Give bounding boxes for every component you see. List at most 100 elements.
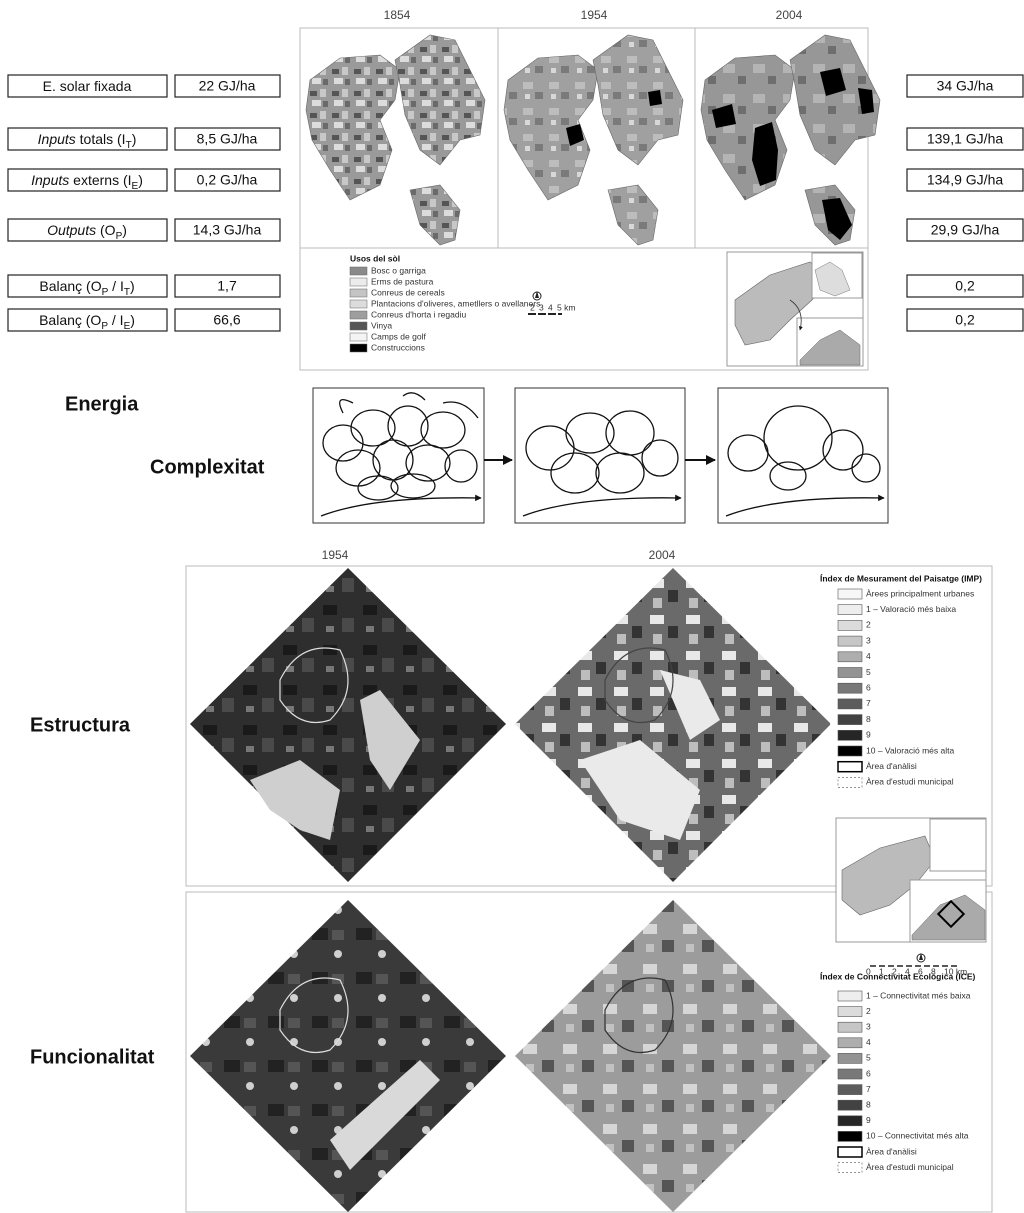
scale-label: 4 (548, 302, 553, 312)
label-part: (O (96, 222, 116, 238)
value-box (174, 274, 281, 298)
legend-swatch (837, 1006, 863, 1017)
label-part: E (124, 321, 131, 332)
label-part: / I (108, 278, 124, 294)
year-label: 1954 (322, 548, 349, 562)
legend-swatch (837, 1115, 863, 1127)
value-box (906, 168, 1024, 192)
legend-label: Vinya (371, 320, 392, 330)
legend-swatch (837, 635, 863, 647)
scale-label: 3 (539, 302, 544, 312)
complexity-diagrams (312, 387, 889, 524)
function-maps (190, 900, 831, 1212)
legend-swatch (837, 620, 863, 631)
value-box (174, 127, 281, 151)
label-box (7, 308, 168, 332)
legend-label: Construccions (371, 342, 425, 352)
legend-swatch (349, 310, 368, 320)
legend-swatch (349, 299, 368, 309)
legend-label: 1 – Connectivitat més baixa (866, 990, 971, 1000)
legend-label: 2 (866, 1006, 871, 1016)
value-1854: 1,7 (217, 278, 237, 294)
legend-label: 3 (866, 1021, 871, 1031)
value-box (906, 218, 1024, 242)
label-part: Outputs (47, 222, 96, 238)
legend-swatch (837, 667, 863, 678)
legend-swatch (837, 990, 863, 1002)
row-label: Balanç (OP / IT) (39, 278, 134, 298)
value-box (906, 274, 1024, 298)
label-part: E. solar fixada (43, 78, 132, 94)
legend-label: 5 (866, 667, 871, 677)
value-2004: 134,9 GJ/ha (927, 172, 1003, 188)
row-label: Funcionalitat (30, 1046, 155, 1068)
legend-swatch (349, 288, 368, 298)
row-label: E. solar fixada (43, 78, 132, 94)
label-part: T (124, 287, 130, 298)
legend-label: 4 (866, 1037, 871, 1047)
legend-label: 7 (866, 1084, 871, 1094)
legend-label: 2 (866, 620, 871, 630)
label-part: ) (138, 172, 143, 188)
legend-label: 1 – Valoració més baixa (866, 604, 956, 614)
row-label: Complexitat (150, 456, 265, 478)
legend-swatch (837, 1131, 863, 1142)
label-part: totals (I (76, 131, 126, 147)
legend-swatch (837, 1084, 863, 1095)
legend-label: 3 (866, 635, 871, 645)
year-label: 1854 (384, 8, 411, 22)
legend-label: 9 (866, 730, 871, 740)
legend-swatch (349, 266, 368, 276)
legend-swatch (837, 1021, 863, 1033)
value-1854: 22 GJ/ha (199, 78, 256, 94)
scale-label: 2 (530, 302, 535, 312)
structure-maps (190, 568, 831, 882)
value-box (174, 308, 281, 332)
row-label: Balanç (OP / IE) (39, 312, 135, 332)
year-label: 2004 (776, 8, 803, 22)
scale-label: 6 (918, 966, 923, 976)
legend-swatch (837, 1037, 863, 1049)
land-use-maps (299, 27, 881, 371)
legend-label: 6 (866, 1068, 871, 1078)
value-2004: 29,9 GJ/ha (931, 222, 1000, 238)
legend-swatch (349, 332, 368, 342)
locator-inset (726, 251, 864, 367)
legend-swatch (837, 1162, 863, 1173)
legend-label: 5 (866, 1053, 871, 1063)
legend-label: 10 – Connectivitat més alta (866, 1131, 969, 1141)
map-2004 (700, 34, 881, 246)
legend-swatch (837, 588, 863, 600)
legend-label: Àrea d'estudi municipal (866, 777, 954, 787)
label-part: Inputs (31, 172, 69, 188)
legend-label: Àrees principalment urbanes (866, 588, 974, 598)
label-part: T (126, 140, 132, 151)
legend-swatch (349, 321, 368, 331)
value-1854: 0,2 GJ/ha (197, 172, 258, 188)
legend-label: 7 (866, 698, 871, 708)
label-part: P (101, 321, 108, 332)
label-part: E (132, 181, 139, 192)
label-box (7, 74, 168, 98)
value-box (174, 218, 281, 242)
legend-swatch (349, 343, 368, 353)
value-box (906, 127, 1024, 151)
legend-label: 8 (866, 1099, 871, 1109)
map-1854 (305, 34, 486, 246)
legend-swatch (837, 698, 863, 710)
legend-swatch (837, 1068, 863, 1080)
legend-label: 4 (866, 651, 871, 661)
row-label: Inputs externs (IE) (31, 172, 143, 192)
map-1954 (503, 34, 684, 246)
label-part: externs (I (69, 172, 131, 188)
locator-inset-2 (835, 817, 987, 967)
label-part: Balanç (O (39, 278, 101, 294)
scale-label: 8 (931, 966, 936, 976)
value-2004: 34 GJ/ha (937, 78, 994, 94)
legend-label: 8 (866, 714, 871, 724)
value-2004: 0,2 (955, 312, 975, 328)
legend-swatch (837, 604, 863, 616)
year-label: 2004 (649, 548, 676, 562)
legend-swatch (837, 745, 863, 757)
